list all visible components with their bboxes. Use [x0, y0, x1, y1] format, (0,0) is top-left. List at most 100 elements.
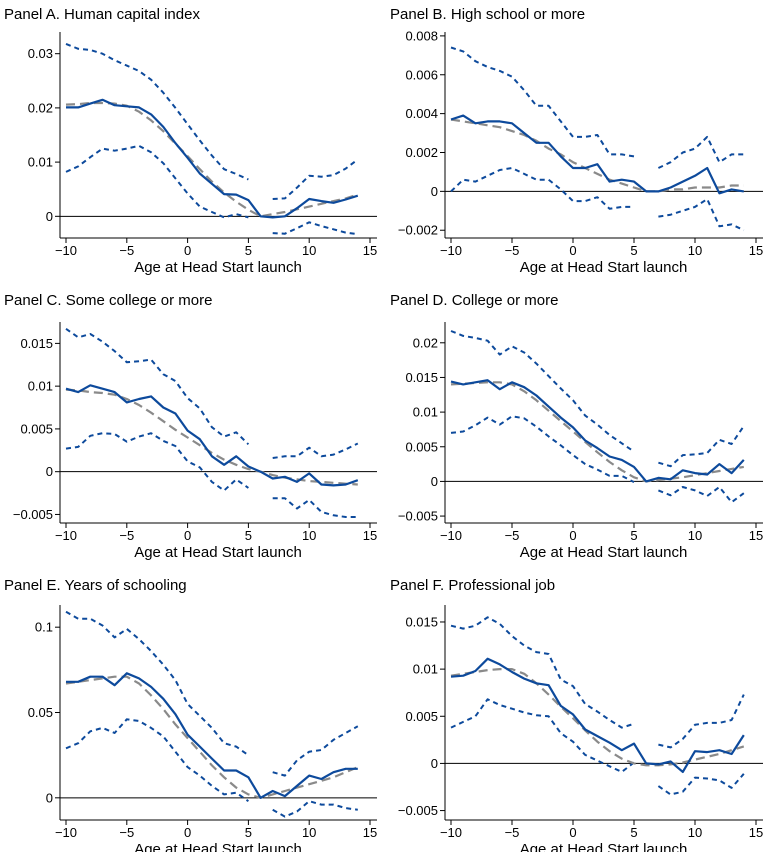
y-tick-label: −0.005: [398, 509, 438, 524]
x-tick-label: 5: [630, 528, 637, 543]
panel-b: Panel B. High school or more Age at Head…: [390, 6, 763, 276]
x-tick-label: 10: [688, 825, 702, 840]
upper-ci-line: [65, 42, 249, 181]
x-tick-label: −10: [55, 825, 77, 840]
estimate-line: [450, 657, 745, 774]
y-tick-label: 0.015: [405, 614, 438, 629]
x-axis-title: Age at Head Start launch: [134, 544, 302, 561]
x-tick-label: 15: [363, 528, 377, 543]
x-tick-label: 15: [363, 825, 377, 840]
x-axis-title: Age at Head Start launch: [134, 259, 302, 276]
y-tick-label: 0: [46, 790, 53, 805]
y-tick-label: 0.05: [28, 705, 53, 720]
x-tick-label: 5: [245, 528, 252, 543]
x-tick-label: 10: [302, 243, 316, 258]
fitted-line: [65, 101, 359, 218]
x-tick-label: 5: [630, 243, 637, 258]
x-tick-label: 0: [569, 825, 576, 840]
fitted-line: [65, 388, 358, 486]
x-tick-label: −5: [505, 243, 520, 258]
y-tick-label: 0: [431, 756, 438, 771]
lower-ci-line: [657, 773, 745, 796]
panel-a: Panel A. Human capital index Age at Head…: [4, 6, 377, 276]
x-tick-label: 0: [184, 243, 191, 258]
lower-ci-line: [450, 698, 635, 773]
y-tick-label: 0: [46, 209, 53, 224]
x-tick-label: 5: [245, 243, 252, 258]
y-tick-label: 0: [46, 464, 53, 479]
fitted-line: [450, 118, 744, 193]
upper-ci-line: [65, 327, 250, 446]
x-tick-label: 15: [363, 243, 377, 258]
estimate-line: [450, 114, 744, 195]
lower-ci-line: [272, 800, 358, 818]
x-tick-label: 5: [245, 825, 252, 840]
upper-ci-line: [450, 616, 635, 729]
x-tick-label: 0: [184, 825, 191, 840]
panel-f: Panel F. Professional job Age at Head St…: [390, 577, 763, 852]
upper-ci-line: [450, 330, 635, 453]
x-axis-title: Age at Head Start launch: [520, 841, 688, 852]
y-tick-label: 0.01: [28, 155, 53, 170]
y-tick-label: 0: [431, 474, 438, 489]
y-tick-label: −0.005: [398, 803, 438, 818]
upper-ci-line: [450, 46, 635, 158]
estimate-line: [450, 379, 745, 483]
upper-ci-line: [272, 442, 359, 459]
y-tick-label: −0.002: [398, 223, 438, 238]
x-axis-title: Age at Head Start launch: [520, 259, 688, 276]
y-tick-label: 0.1: [35, 620, 53, 635]
panel-title: Panel B. High school or more: [390, 6, 585, 23]
y-tick-label: 0.005: [405, 439, 438, 454]
lower-ci-line: [65, 144, 249, 219]
x-tick-label: 10: [688, 528, 702, 543]
x-tick-label: 0: [569, 528, 576, 543]
fitted-line: [450, 667, 745, 767]
y-tick-label: 0.005: [405, 709, 438, 724]
panel-title: Panel A. Human capital index: [4, 6, 200, 23]
x-tick-label: 10: [302, 528, 316, 543]
y-tick-label: 0.008: [405, 28, 438, 43]
x-tick-label: −5: [119, 528, 134, 543]
x-tick-label: 15: [749, 243, 763, 258]
y-tick-label: 0.03: [28, 46, 53, 61]
panel-title: Panel E. Years of schooling: [4, 577, 187, 594]
y-tick-label: 0.01: [28, 379, 53, 394]
x-tick-label: −5: [119, 243, 134, 258]
panel-title: Panel D. College or more: [390, 292, 558, 309]
estimate-line: [66, 98, 359, 219]
panel-title: Panel F. Professional job: [390, 577, 555, 594]
upper-ci-line: [657, 135, 744, 169]
x-tick-label: −10: [440, 825, 462, 840]
estimate-line: [65, 384, 359, 487]
panel-d: Panel D. College or more Age at Head Sta…: [390, 292, 763, 561]
lower-ci-line: [65, 432, 249, 492]
x-tick-label: −10: [55, 243, 77, 258]
x-tick-label: 10: [302, 825, 316, 840]
fitted-line: [450, 381, 744, 483]
upper-ci-line: [272, 158, 359, 200]
y-tick-label: 0.015: [405, 370, 438, 385]
lower-ci-line: [450, 167, 634, 210]
y-tick-label: 0.01: [413, 662, 438, 677]
x-tick-label: −10: [55, 528, 77, 543]
upper-ci-line: [658, 425, 745, 468]
y-tick-label: −0.005: [13, 507, 53, 522]
x-tick-label: 15: [749, 528, 763, 543]
x-tick-label: −10: [440, 528, 462, 543]
y-tick-label: 0.01: [413, 405, 438, 420]
x-tick-label: 0: [569, 243, 576, 258]
x-tick-label: 10: [688, 243, 702, 258]
y-tick-label: 0.002: [405, 145, 438, 160]
lower-ci-line: [658, 198, 745, 232]
x-tick-label: 15: [749, 825, 763, 840]
panel-c: Panel C. Some college or more Age at Hea…: [4, 292, 377, 561]
x-tick-label: 5: [630, 825, 637, 840]
y-tick-label: 0.005: [20, 421, 53, 436]
upper-ci-line: [658, 694, 745, 749]
estimate-line: [66, 672, 358, 799]
x-tick-label: −5: [505, 528, 520, 543]
lower-ci-line: [65, 718, 249, 803]
upper-ci-line: [65, 610, 249, 757]
